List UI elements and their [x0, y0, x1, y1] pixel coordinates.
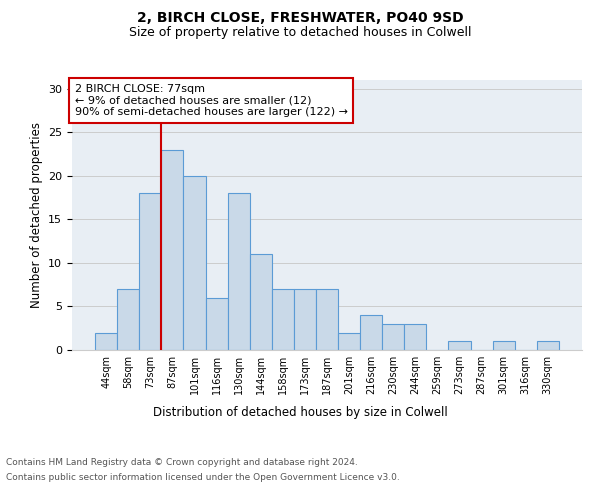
Bar — [250, 254, 272, 350]
Bar — [316, 289, 338, 350]
Bar — [139, 193, 161, 350]
Bar — [404, 324, 427, 350]
Bar — [117, 289, 139, 350]
Bar — [382, 324, 404, 350]
Bar — [448, 342, 470, 350]
Text: 2, BIRCH CLOSE, FRESHWATER, PO40 9SD: 2, BIRCH CLOSE, FRESHWATER, PO40 9SD — [137, 10, 463, 24]
Bar — [360, 315, 382, 350]
Bar — [537, 342, 559, 350]
Bar — [294, 289, 316, 350]
Text: Contains HM Land Registry data © Crown copyright and database right 2024.: Contains HM Land Registry data © Crown c… — [6, 458, 358, 467]
Bar — [338, 332, 360, 350]
Bar — [161, 150, 184, 350]
Bar — [206, 298, 227, 350]
Bar — [272, 289, 294, 350]
Bar — [227, 193, 250, 350]
Text: Distribution of detached houses by size in Colwell: Distribution of detached houses by size … — [152, 406, 448, 419]
Bar — [95, 332, 117, 350]
Text: Contains public sector information licensed under the Open Government Licence v3: Contains public sector information licen… — [6, 473, 400, 482]
Text: 2 BIRCH CLOSE: 77sqm
← 9% of detached houses are smaller (12)
90% of semi-detach: 2 BIRCH CLOSE: 77sqm ← 9% of detached ho… — [74, 84, 347, 117]
Y-axis label: Number of detached properties: Number of detached properties — [29, 122, 43, 308]
Text: Size of property relative to detached houses in Colwell: Size of property relative to detached ho… — [129, 26, 471, 39]
Bar — [184, 176, 206, 350]
Bar — [493, 342, 515, 350]
